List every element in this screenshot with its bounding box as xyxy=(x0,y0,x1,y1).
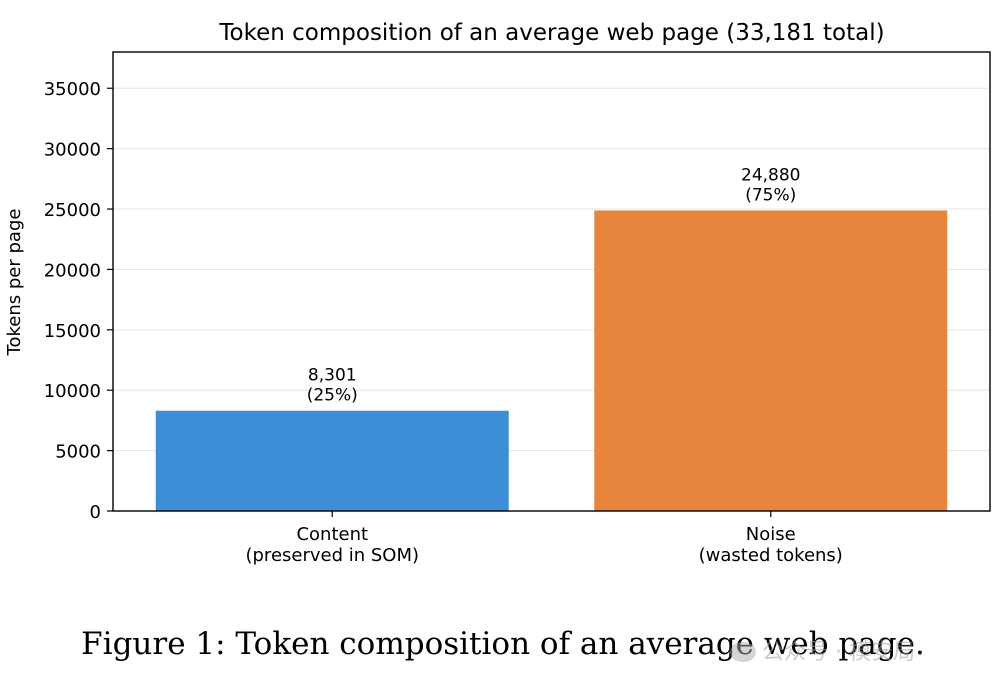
x-tick-label: Content xyxy=(296,524,368,545)
axes: 0 5000 10000 15000 20000 25000 30000 35000 Conte… xyxy=(44,51,991,566)
bar xyxy=(594,210,948,512)
y-tick-label: 0 xyxy=(90,502,101,523)
bar-value-label: 8,301 xyxy=(308,366,357,386)
value-labels: 8,301(25%) 24,880(75%) xyxy=(307,165,801,405)
x-tick-label: (wasted tokens) xyxy=(699,545,843,566)
bar xyxy=(155,410,509,511)
y-tick-label: 35000 xyxy=(44,79,101,100)
y-tick-label: 20000 xyxy=(44,260,101,281)
x-tick-label: Noise xyxy=(746,524,796,545)
y-tick-label: 10000 xyxy=(44,381,101,402)
watermark: 公众号 · 模安局 xyxy=(730,634,915,666)
x-tick-label: (preserved in SOM) xyxy=(245,545,419,566)
bar-value-label: 24,880 xyxy=(741,165,800,185)
plot-frame xyxy=(112,51,991,512)
bar-value-label: (25%) xyxy=(307,386,358,406)
y-tick-label: 15000 xyxy=(44,321,101,342)
figure-caption: Figure 1: Token composition of an averag… xyxy=(81,626,925,662)
bar-value-label: (75%) xyxy=(745,185,796,205)
bar-chart: Token composition of an average web page… xyxy=(4,20,991,566)
y-tick-label: 5000 xyxy=(55,442,101,463)
chart-title: Token composition of an average web page… xyxy=(218,20,884,46)
gridlines xyxy=(113,87,990,452)
y-tick-label: 30000 xyxy=(44,140,101,161)
bars xyxy=(155,210,948,512)
y-tick-label: 25000 xyxy=(44,200,101,221)
y-axis-label: Tokens per page xyxy=(4,209,25,357)
watermark-text: 公众号 · 模安局 xyxy=(762,640,915,665)
wechat-icon xyxy=(730,642,756,662)
